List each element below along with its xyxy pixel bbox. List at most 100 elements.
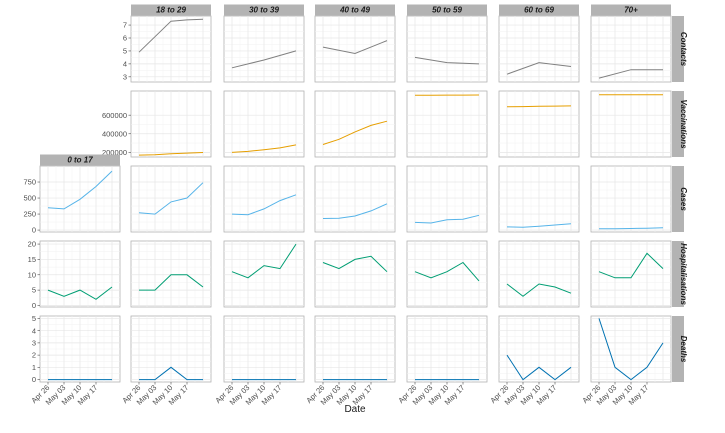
- panel-deaths-50-to-59: [406, 315, 488, 383]
- column-strip-70: 70+: [591, 4, 671, 16]
- series-line-cases-30-to-39: [231, 194, 297, 216]
- row-strip-label: Vaccinations: [679, 99, 688, 149]
- panel-deaths-30-to-39: [223, 315, 305, 383]
- row-strip-bg: [672, 241, 684, 307]
- column-strip-40-to-49: 40 to 49: [315, 4, 395, 16]
- column-strip-bg: [499, 4, 579, 16]
- panel-cases-70: [590, 165, 672, 233]
- panel-hospitalisations-70: [590, 240, 672, 308]
- y-tick-label: 0: [32, 301, 36, 310]
- row-strip-bg: [672, 16, 684, 82]
- y-tick-label: 4: [123, 59, 127, 68]
- panel-deaths-40-to-49: [314, 315, 396, 383]
- column-strip-0-to-17: 0 to 17: [40, 154, 120, 166]
- series-line-cases-60-to-69: [506, 223, 572, 228]
- y-tick-label: 7: [123, 21, 127, 30]
- panel-cases-0-to-17: [39, 165, 121, 233]
- panel-cases-40-to-49: [314, 165, 396, 233]
- panel-hospitalisations-40-to-49: [314, 240, 396, 308]
- series-line-cases-18-to-29: [138, 182, 204, 215]
- panel-deaths-18-to-29: [130, 315, 212, 383]
- panel-contacts-40-to-49: [314, 15, 396, 83]
- panel-hospitalisations-0-to-17: [39, 240, 121, 308]
- series-line-contacts-60-to-69: [506, 62, 572, 75]
- y-tick-label: 0: [32, 226, 36, 235]
- x-axis-title: Date: [344, 404, 366, 415]
- series-line-deaths-18-to-29: [139, 366, 203, 381]
- column-strip-label: 0 to 17: [67, 156, 93, 165]
- y-tick-label: 20: [28, 240, 36, 249]
- panel-contacts-60-to-69: [498, 15, 580, 83]
- panel-vaccinations-70: [590, 90, 672, 158]
- panel-vaccinations-60-to-69: [498, 90, 580, 158]
- series-line-vaccinations-18-to-29: [138, 152, 204, 156]
- panel-vaccinations-40-to-49: [314, 90, 396, 158]
- column-strip-bg: [224, 4, 304, 16]
- y-tick-label: 200000: [102, 148, 127, 157]
- column-strip-50-to-59: 50 to 59: [407, 4, 487, 16]
- column-strip-label: 30 to 39: [249, 6, 279, 15]
- column-strip-18-to-29: 18 to 29: [131, 4, 211, 16]
- row-strip-deaths: Deaths: [672, 316, 688, 382]
- panel-deaths-0-to-17: [39, 315, 121, 383]
- y-tick-label: 0: [32, 375, 36, 384]
- series-line-hospitalisations-40-to-49: [322, 255, 388, 273]
- y-tick-label: 4: [32, 326, 36, 335]
- row-strip-label: Cases: [679, 187, 688, 211]
- panel-hospitalisations-18-to-29: [130, 240, 212, 308]
- row-strip-hospitalisations: Hospitalisations: [672, 241, 688, 307]
- series-line-contacts-40-to-49: [322, 40, 388, 55]
- y-tick-label: 5: [32, 286, 36, 295]
- column-strip-bg: [40, 154, 120, 166]
- row-strip-bg: [672, 91, 684, 157]
- row-strip-vaccinations: Vaccinations: [672, 91, 688, 157]
- row-strip-bg: [672, 316, 684, 382]
- column-strip-60-to-69: 60 to 69: [499, 4, 579, 16]
- panel-deaths-70: [590, 315, 672, 383]
- series-line-hospitalisations-50-to-59: [414, 261, 480, 282]
- column-strip-label: 60 to 69: [524, 6, 554, 15]
- series-line-hospitalisations-70: [598, 252, 664, 279]
- y-tick-label: 1: [32, 363, 36, 372]
- y-tick-label: 3: [32, 338, 36, 347]
- series-line-cases-40-to-49: [322, 203, 388, 219]
- panel-contacts-50-to-59: [406, 15, 488, 83]
- column-strip-label: 70+: [624, 6, 638, 15]
- y-tick-label: 6: [123, 34, 127, 43]
- column-strip-bg: [131, 4, 211, 16]
- series-line-hospitalisations-30-to-39: [231, 243, 297, 279]
- column-strip-label: 50 to 59: [432, 6, 462, 15]
- row-strip-label: Contacts: [679, 32, 688, 67]
- column-strip-bg: [315, 4, 395, 16]
- series-line-deaths-70: [598, 318, 664, 381]
- panel-cases-50-to-59: [406, 165, 488, 233]
- series-line-vaccinations-30-to-39: [231, 144, 297, 153]
- panel-hospitalisations-30-to-39: [223, 240, 305, 308]
- series-line-hospitalisations-0-to-17: [47, 286, 113, 300]
- series-line-hospitalisations-18-to-29: [139, 274, 204, 291]
- panel-cases-30-to-39: [223, 165, 305, 233]
- column-strip-bg: [407, 4, 487, 16]
- series-line-contacts-50-to-59: [414, 56, 480, 65]
- panel-hospitalisations-60-to-69: [498, 240, 580, 308]
- y-tick-label: 3: [123, 72, 127, 81]
- panel-cases-18-to-29: [130, 165, 212, 233]
- y-tick-label: 5: [123, 47, 127, 56]
- panel-contacts-30-to-39: [223, 15, 305, 83]
- series-line-vaccinations-60-to-69: [506, 105, 572, 108]
- y-tick-label: 500: [23, 194, 36, 203]
- y-tick-label: 10: [28, 270, 36, 279]
- y-tick-label: 2: [32, 351, 36, 360]
- y-tick-label: 15: [28, 255, 36, 264]
- column-strip-bg: [591, 4, 671, 16]
- y-tick-label: 5: [32, 314, 36, 323]
- row-strip-label: Deaths: [679, 336, 688, 363]
- column-strip-label: 40 to 49: [339, 6, 370, 15]
- series-line-vaccinations-40-to-49: [322, 120, 388, 145]
- column-strip-30-to-39: 30 to 39: [224, 4, 304, 16]
- y-tick-label: 400000: [102, 129, 127, 138]
- row-strip-label: Hospitalisations: [679, 243, 688, 305]
- panel-hospitalisations-50-to-59: [406, 240, 488, 308]
- series-line-contacts-30-to-39: [231, 50, 297, 69]
